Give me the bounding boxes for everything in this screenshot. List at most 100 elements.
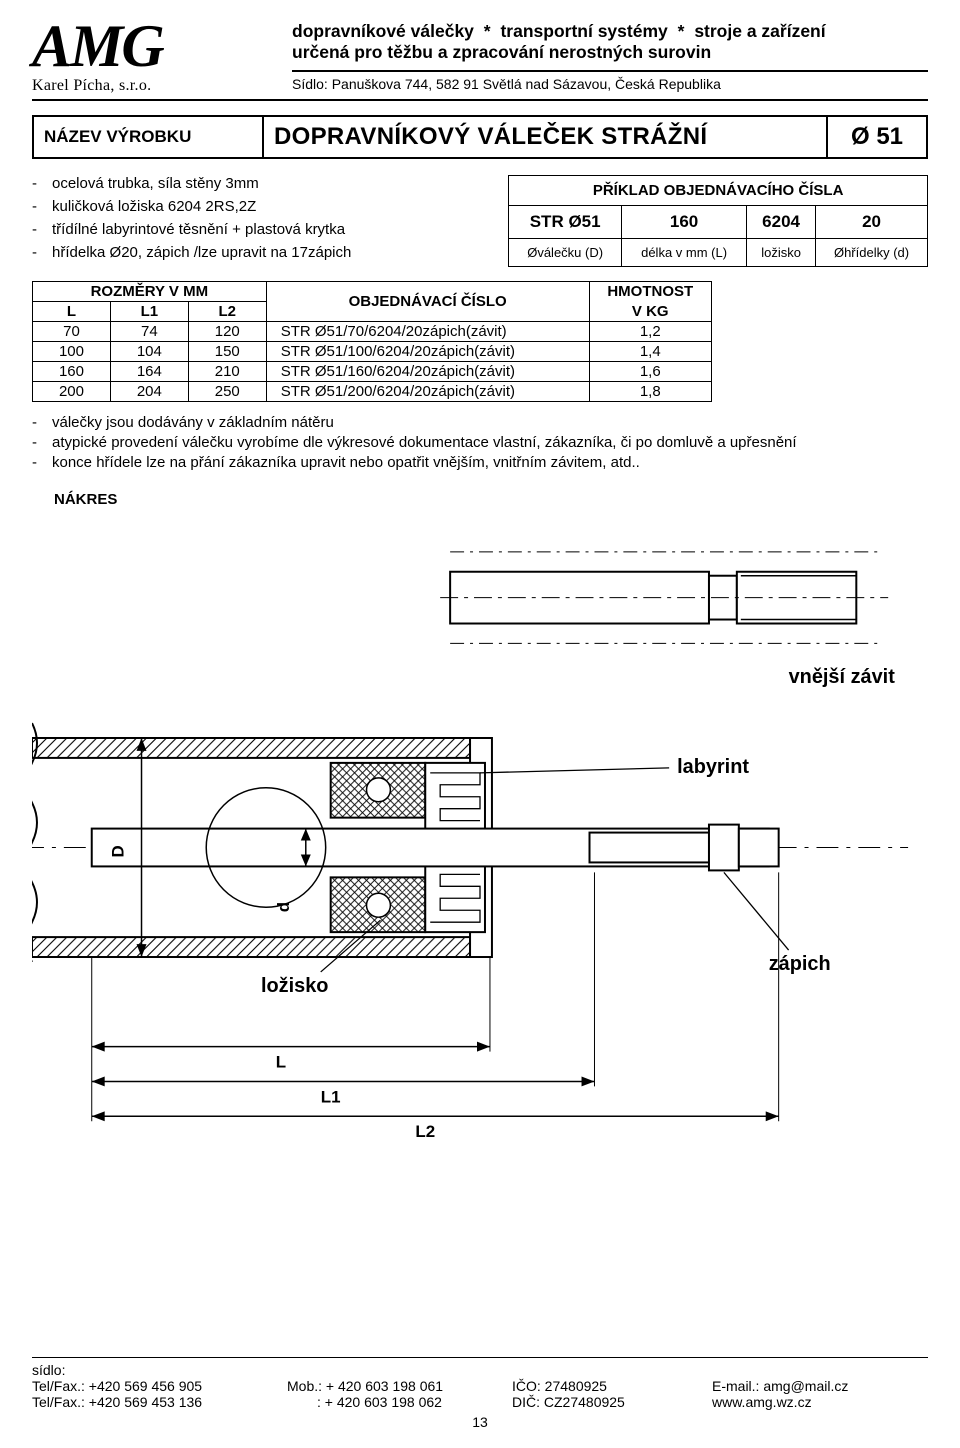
tagline-sep: * (678, 21, 685, 41)
order-val: 160 (622, 205, 747, 238)
spec-item: kuličková ložiska 6204 2RS,2Z (52, 198, 256, 215)
footer-mob: + 420 603 198 061 (326, 1378, 443, 1394)
spec-item: ocelová trubka, síla stěny 3mm (52, 175, 259, 192)
header-full-rule (32, 99, 928, 101)
footer-mob-label: Mob.: (287, 1378, 326, 1394)
seat-text: Panuškova 744, 582 91 Světlá nad Sázavou… (332, 76, 721, 92)
th-L1: L1 (110, 302, 188, 322)
notes-list: -válečky jsou dodávány v základním nátěr… (32, 414, 928, 471)
page-root: AMG Karel Pícha, s.r.o. dopravníkové vál… (0, 0, 960, 1448)
drawing-svg: vnější závit (32, 514, 928, 1151)
footer: sídlo: Tel/Fax.: +420 569 456 905 Tel/Fa… (32, 1357, 928, 1430)
cell-weight: 1,6 (589, 362, 711, 382)
table-row: 160164210STR Ø51/160/6204/20zápich(závit… (33, 362, 712, 382)
cell-order: STR Ø51/70/6204/20zápich(závit) (266, 322, 589, 342)
th-order: OBJEDNÁVACÍ ČÍSLO (266, 282, 589, 322)
detail-thread: vnější závit (440, 552, 895, 688)
cell-weight: 1,2 (589, 322, 711, 342)
th-L2: L2 (188, 302, 266, 322)
dim-L: L (276, 1053, 286, 1072)
label-d: d (274, 902, 293, 912)
th-weight: HMOTNOST (589, 282, 711, 302)
order-val: 20 (816, 205, 928, 238)
footer-telfax: Tel/Fax.: +420 569 456 905 (32, 1378, 265, 1394)
seat-prefix: Sídlo: (292, 76, 332, 92)
technical-drawing: vnější závit (32, 514, 928, 1151)
footer-ico: IČO: 27480925 (512, 1378, 690, 1394)
logo-block: AMG Karel Pícha, s.r.o. (32, 18, 292, 95)
footer-sidlo: sídlo: (32, 1362, 928, 1378)
tagline-line2: určená pro těžbu a zpracování nerostných… (292, 42, 928, 63)
footer-rule (32, 1357, 928, 1358)
spec-item: hřídelka Ø20, zápich /lze upravit na 17z… (52, 244, 351, 261)
cell-L2: 210 (188, 362, 266, 382)
size-table: ROZMĚRY V MM OBJEDNÁVACÍ ČÍSLO HMOTNOST … (32, 281, 712, 402)
label-D: D (109, 845, 128, 857)
tagline-seg: dopravníkové válečky (292, 21, 474, 41)
cell-order: STR Ø51/100/6204/20zápich(závit) (266, 342, 589, 362)
tagline: dopravníkové válečky * transportní systé… (292, 21, 928, 42)
footer-mob: + 420 603 198 062 (325, 1394, 442, 1410)
spec-list: -ocelová trubka, síla stěny 3mm -kuličko… (32, 175, 484, 267)
order-desc: Øhřídelky (d) (816, 239, 928, 267)
footer-dic: DIČ: CZ27480925 (512, 1394, 690, 1410)
cell-L: 160 (33, 362, 111, 382)
cell-weight: 1,4 (589, 342, 711, 362)
order-desc: Øválečku (D) (509, 239, 622, 267)
dim-L2: L2 (415, 1122, 435, 1141)
note-item: atypické provedení válečku vyrobíme dle … (52, 434, 797, 451)
order-desc: ložisko (747, 239, 816, 267)
order-desc: délka v mm (L) (622, 239, 747, 267)
label-bearing: ložisko (261, 975, 328, 997)
label-groove: zápich (769, 953, 831, 975)
order-val: STR Ø51 (509, 205, 622, 238)
th-rozmer: ROZMĚRY V MM (33, 282, 267, 302)
cell-L1: 104 (110, 342, 188, 362)
tagline-seg: stroje a zařízení (694, 21, 825, 41)
cell-L1: 204 (110, 382, 188, 402)
cell-L: 70 (33, 322, 111, 342)
table-row: 7074120STR Ø51/70/6204/20zápich(závit)1,… (33, 322, 712, 342)
cell-L1: 74 (110, 322, 188, 342)
cell-L2: 250 (188, 382, 266, 402)
footer-www: www.amg.wz.cz (712, 1394, 906, 1410)
note-item: válečky jsou dodávány v základním nátěru (52, 414, 334, 431)
cell-L: 100 (33, 342, 111, 362)
product-name: DOPRAVNÍKOVÝ VÁLEČEK STRÁŽNÍ (263, 116, 827, 158)
company-name: Karel Pícha, s.r.o. (32, 77, 292, 95)
tagline-seg: transportní systémy (500, 21, 667, 41)
tagline-sep: * (484, 21, 491, 41)
order-example: PŘÍKLAD OBJEDNÁVACÍHO ČÍSLA STR Ø51 160 … (508, 175, 928, 267)
mid-section: -ocelová trubka, síla stěny 3mm -kuličko… (32, 175, 928, 267)
table-row: 100104150STR Ø51/100/6204/20zápich(závit… (33, 342, 712, 362)
table-row: 200204250STR Ø51/200/6204/20zápich(závit… (33, 382, 712, 402)
title-label: NÁZEV VÝROBKU (33, 116, 263, 158)
cell-L2: 150 (188, 342, 266, 362)
page-number: 13 (32, 1414, 928, 1430)
cell-L2: 120 (188, 322, 266, 342)
order-example-title: PŘÍKLAD OBJEDNÁVACÍHO ČÍSLA (509, 176, 928, 206)
footer-mob2-label: : (317, 1394, 325, 1410)
dim-L1: L1 (321, 1087, 341, 1106)
spec-item: třídílné labyrintové těsnění + plastová … (52, 221, 345, 238)
footer-email: amg@mail.cz (763, 1378, 848, 1394)
cell-L1: 164 (110, 362, 188, 382)
logo: AMG (32, 18, 292, 75)
label-labyrinth: labyrint (677, 756, 749, 778)
label-outer-thread: vnější závit (789, 666, 896, 688)
cell-order: STR Ø51/200/6204/20zápich(závit) (266, 382, 589, 402)
cell-L: 200 (33, 382, 111, 402)
th-L: L (33, 302, 111, 322)
roller-section: D d labyrint ložisko zápich (32, 723, 908, 997)
title-box: NÁZEV VÝROBKU DOPRAVNÍKOVÝ VÁLEČEK STRÁŽ… (32, 115, 928, 159)
order-val: 6204 (747, 205, 816, 238)
note-item: konce hřídele lze na přání zákazníka upr… (52, 454, 640, 471)
footer-telfax: Tel/Fax.: +420 569 453 136 (32, 1394, 265, 1410)
product-diameter: Ø 51 (827, 116, 927, 158)
cell-weight: 1,8 (589, 382, 711, 402)
header: AMG Karel Pícha, s.r.o. dopravníkové vál… (32, 18, 928, 95)
cell-order: STR Ø51/160/6204/20zápich(závit) (266, 362, 589, 382)
th-weight2: V KG (589, 302, 711, 322)
drawing-label: NÁKRES (54, 491, 928, 508)
header-rule (292, 70, 928, 72)
